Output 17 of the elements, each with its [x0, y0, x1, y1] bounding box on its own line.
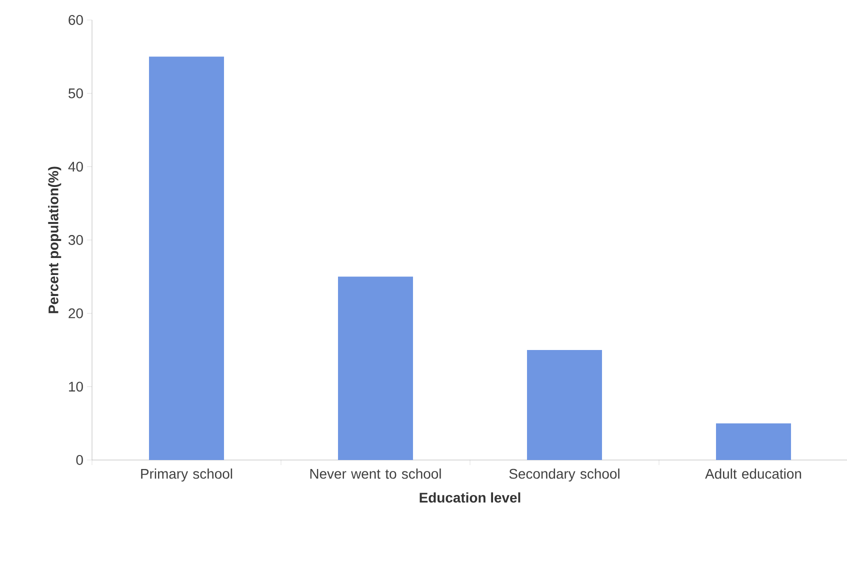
bar	[338, 276, 414, 460]
bar	[149, 56, 224, 460]
y-tick-label: 50	[68, 88, 83, 98]
y-axis-title: Percent population(%)	[48, 166, 62, 314]
bar	[716, 423, 792, 460]
x-tick-label: Never went to school	[310, 468, 441, 479]
bar	[527, 350, 602, 460]
x-axis-title: Education level	[420, 492, 520, 503]
y-tick-label: 20	[68, 308, 83, 318]
y-tick-label: 40	[68, 162, 83, 172]
x-tick-label: Adult education	[705, 468, 802, 479]
y-tick-label: 30	[68, 235, 83, 245]
y-tick-label: 0	[76, 455, 83, 465]
x-tick-label: Primary school	[141, 468, 232, 482]
x-tick-label: Secondary school	[509, 468, 620, 482]
y-tick-label: 10	[69, 382, 83, 392]
y-tick-label: 60	[68, 15, 83, 25]
